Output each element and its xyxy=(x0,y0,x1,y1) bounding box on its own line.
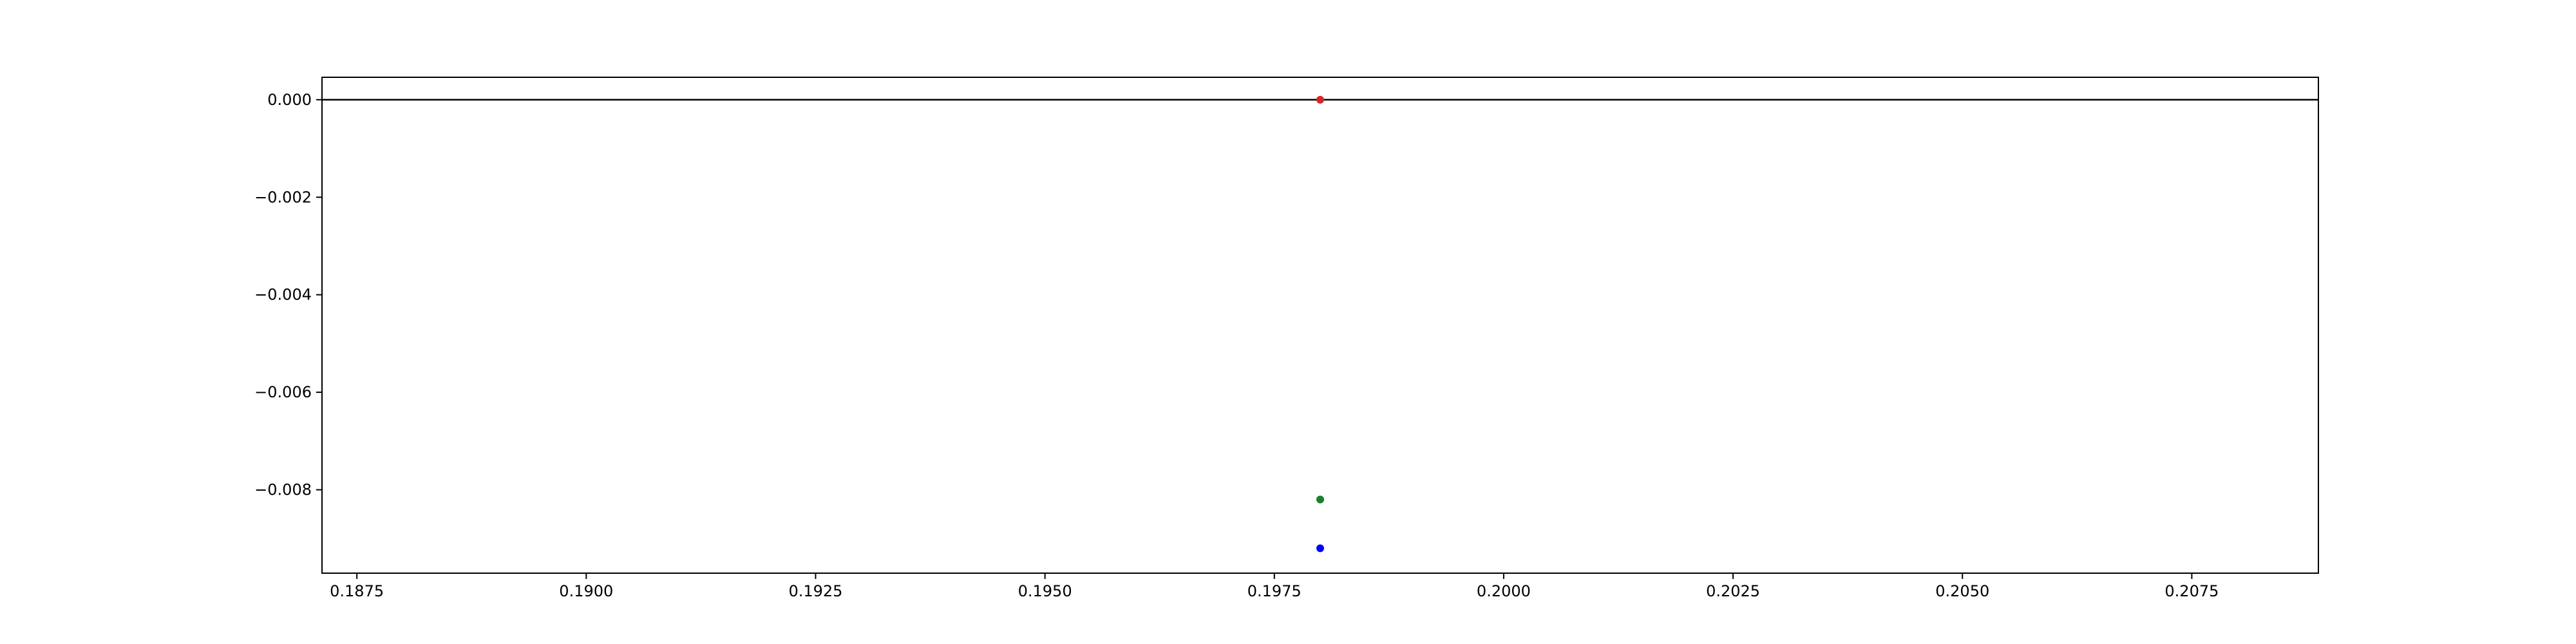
data-points xyxy=(1316,95,1324,553)
data-point-0 xyxy=(1316,95,1324,104)
x-tick-label: 0.2050 xyxy=(1935,582,1989,600)
x-tick-label: 0.1975 xyxy=(1247,582,1302,600)
y-tick-label: −0.002 xyxy=(254,188,312,206)
x-tick-label: 0.2000 xyxy=(1477,582,1531,600)
plot-background xyxy=(322,77,2318,573)
x-tick-label: 0.1900 xyxy=(559,582,613,600)
x-tick-label: 0.2025 xyxy=(1706,582,1760,600)
plot-frame xyxy=(321,77,2319,574)
x-tick-label: 0.1925 xyxy=(788,582,842,600)
y-tick-label: −0.004 xyxy=(254,286,312,304)
data-point-2 xyxy=(1316,544,1324,553)
x-tick-label: 0.1950 xyxy=(1018,582,1072,600)
y-tick-label: −0.008 xyxy=(254,481,312,499)
y-axis: 0.000 −0.002 −0.004 −0.006 −0.008 xyxy=(254,91,322,499)
x-tick-label: 0.2075 xyxy=(2164,582,2219,600)
x-axis: 0.1875 0.1900 0.1925 0.1950 0.1975 0.2000 0.20… xyxy=(330,573,2219,600)
y-tick-label: 0.000 xyxy=(267,91,312,109)
x-tick-label: 0.1875 xyxy=(330,582,384,600)
data-point-1 xyxy=(1316,495,1324,504)
y-tick-label: −0.006 xyxy=(254,383,312,401)
